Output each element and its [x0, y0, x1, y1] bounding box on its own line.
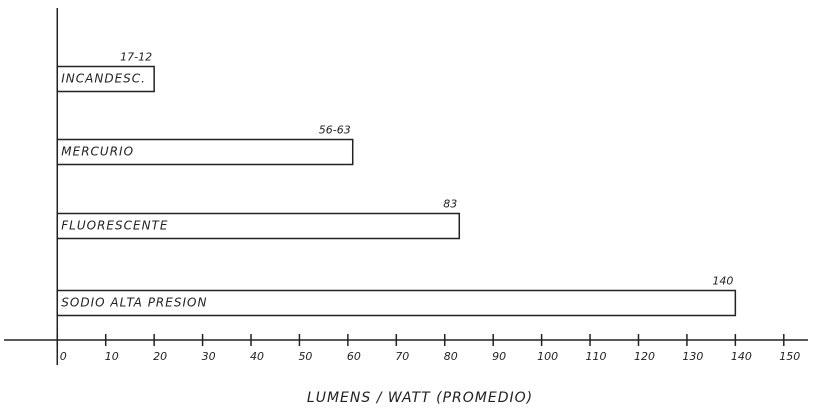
x-tick-label: 100: [537, 350, 558, 363]
x-tick-label: 20: [153, 350, 167, 363]
category-label: SODIO ALTA PRESION: [61, 296, 207, 310]
value-label: 140: [712, 275, 733, 288]
x-tick-label: 50: [298, 350, 312, 363]
x-tick-label: 110: [586, 350, 607, 363]
bar: [56, 138, 354, 166]
bar: [56, 212, 461, 240]
x-tick-label: 0: [60, 350, 67, 363]
x-axis-label: LUMENS / WATT (PROMEDIO): [307, 390, 533, 406]
x-tick-label: 60: [347, 350, 361, 363]
x-tick-label: 120: [634, 350, 655, 363]
x-tick-label: 70: [395, 350, 409, 363]
category-label: INCANDESC.: [61, 72, 146, 86]
x-tick-label: 80: [444, 350, 458, 363]
value-label: 56-63: [319, 124, 351, 137]
value-label: 17-12: [120, 51, 152, 64]
x-tick-label: 10: [105, 350, 119, 363]
x-tick-label: 30: [202, 350, 216, 363]
category-label: MERCURIO: [61, 145, 134, 159]
x-tick-label: 90: [492, 350, 506, 363]
bar: [56, 65, 155, 93]
bar: [56, 289, 737, 317]
category-label: FLUORESCENTE: [61, 219, 168, 233]
x-tick-label: 140: [731, 350, 752, 363]
x-tick-label: 40: [250, 350, 264, 363]
value-label: 83: [443, 198, 457, 211]
x-tick-label: 130: [682, 350, 703, 363]
x-tick-label: 150: [779, 350, 800, 363]
